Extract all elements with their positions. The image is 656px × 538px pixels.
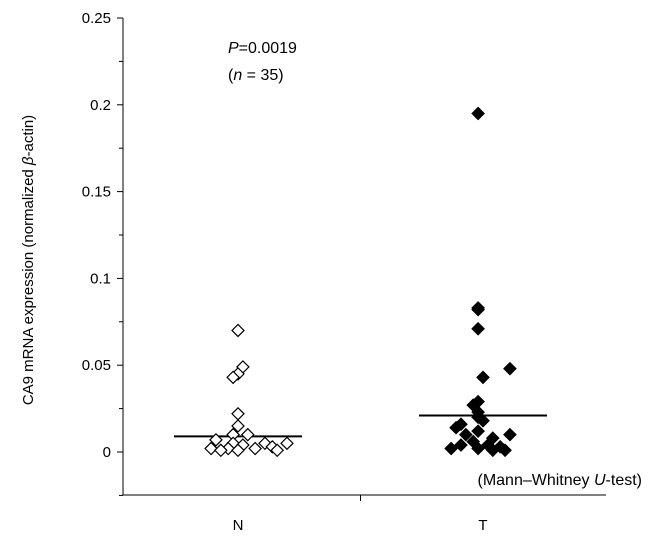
tumor-data-point: [449, 420, 463, 435]
y-tick-label: 0.15: [82, 184, 111, 201]
normal-data-point: [204, 441, 218, 456]
tumor-data-point: [503, 361, 517, 376]
normal-data-point: [231, 443, 245, 458]
y-tick-label: 0.1: [90, 270, 111, 287]
p-label: P: [228, 40, 239, 57]
tumor-data-point: [471, 441, 485, 456]
data-points: [204, 106, 517, 458]
normal-data-point: [226, 370, 240, 385]
y-axis-title: CA9 mRNA expression (normalized β-actin): [20, 115, 37, 405]
y-axis-title-part-2: -actin): [20, 115, 37, 157]
tumor-data-point: [471, 302, 485, 317]
y-ticks: 0 0.05 0.1 0.15 0.2 0.25: [82, 10, 123, 496]
tumor-data-point: [498, 443, 512, 458]
tumor-data-point: [503, 427, 517, 442]
tumor-data-point: [454, 438, 468, 452]
test-italic: U: [594, 472, 606, 489]
normal-data-point: [231, 406, 245, 421]
tumor-data-point: [444, 441, 458, 456]
tumor-data-point: [476, 370, 490, 385]
test-before: (Mann–Whitney: [477, 472, 594, 489]
y-tick-label: 0: [103, 444, 111, 461]
tumor-data-point: [459, 427, 473, 442]
normal-data-point: [280, 436, 294, 451]
test-after: -test): [606, 472, 642, 489]
y-tick-label: 0.2: [90, 97, 111, 114]
y-axis-title-part-1: CA9 mRNA expression (normalized: [20, 165, 37, 405]
tumor-data-point: [476, 413, 490, 428]
p-value: =0.0019: [239, 40, 297, 57]
x-tick-label: T: [478, 517, 487, 534]
tumor-data-point: [471, 106, 485, 121]
axes: [122, 18, 606, 496]
normal-data-point: [240, 427, 255, 442]
n-value: = 35): [242, 67, 283, 84]
normal-data-point: [214, 443, 228, 458]
normal-data-point: [231, 323, 245, 338]
n-label: n: [233, 67, 242, 84]
normal-data-point: [248, 441, 262, 456]
tumor-data-point: [471, 424, 485, 439]
normal-data-point: [209, 432, 223, 447]
normal-data-point: [270, 443, 285, 458]
n-annotation: (n = 35): [228, 67, 284, 84]
x-tick-label: N: [233, 517, 244, 534]
test-annotation: (Mann–Whitney U-test): [477, 472, 642, 489]
y-axis-title-italic: β: [20, 156, 37, 166]
n-open: (: [228, 67, 234, 84]
y-tick-label: 0.25: [82, 10, 111, 27]
p-value-annotation: P=0.0019: [228, 40, 297, 57]
tumor-data-point: [485, 443, 500, 458]
tumor-data-point: [471, 321, 485, 336]
normal-data-point: [231, 419, 245, 433]
y-tick-label: 0.05: [82, 357, 111, 374]
